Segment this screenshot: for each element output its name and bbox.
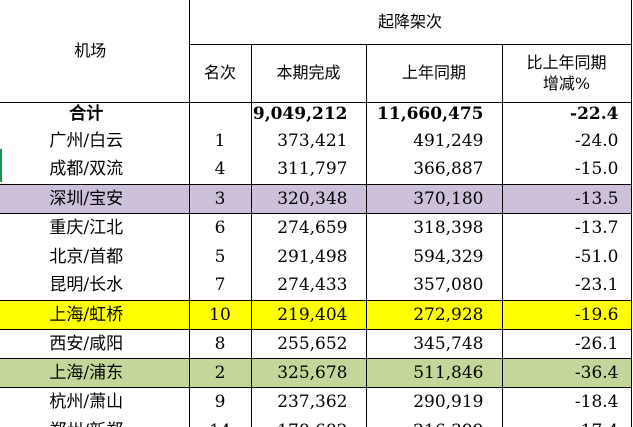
cell-change[interactable]: -51.0	[502, 242, 632, 271]
table-row: 郑州/新郑14178,682216,399-17.4	[0, 416, 632, 427]
table-row: 广州/白云 1 373,421 491,249 -24.0	[0, 126, 632, 155]
table-row: 北京/首都 5 291,498 594,329 -51.0	[0, 242, 632, 271]
cell-last-year[interactable]: 511,846	[366, 357, 503, 387]
header-change-pct[interactable]: 比上年同期 增减%	[502, 44, 632, 102]
cell-airport[interactable]: 重庆/江北	[0, 212, 190, 242]
cell-rank[interactable]: 4	[189, 155, 252, 184]
cell-current[interactable]: 237,362	[251, 386, 367, 416]
cell-airport[interactable]: 西安/咸阳	[0, 328, 190, 358]
header-airport[interactable]: 机场	[0, 0, 190, 102]
cell-airport[interactable]: 深圳/宝安	[0, 183, 190, 213]
cell-last-year[interactable]: 318,398	[366, 212, 503, 242]
cell-airport[interactable]: 广州/白云	[0, 126, 190, 155]
cell-airport[interactable]: 成都/双流	[0, 155, 190, 184]
header-change-line1: 比上年同期	[526, 53, 607, 73]
cell-last-year[interactable]: 290,919	[366, 386, 503, 416]
cell-current[interactable]: 320,348	[251, 183, 367, 213]
total-row: 合计 9,049,212 11,660,475 -22.4	[0, 102, 632, 126]
total-current[interactable]: 9,049,212	[251, 102, 367, 126]
cell-rank[interactable]: 7	[189, 271, 252, 300]
cell-change[interactable]: -18.4	[502, 386, 632, 416]
row-marker	[0, 149, 2, 182]
cell-last-year[interactable]: 594,329	[366, 242, 503, 271]
table-row: 西安/咸阳 8 255,652 345,748 -26.1	[0, 328, 632, 358]
cell-rank[interactable]: 5	[189, 242, 252, 271]
header-rank[interactable]: 名次	[189, 44, 252, 102]
cell-change[interactable]: -13.5	[502, 183, 632, 213]
cell-change[interactable]: -13.7	[502, 212, 632, 242]
cell-rank[interactable]: 1	[189, 126, 252, 155]
table-row: 昆明/长水 7 274,433 357,080 -23.1	[0, 271, 632, 300]
table-row: 上海/浦东 2 325,678 511,846 -36.4	[0, 357, 632, 387]
cell-current[interactable]: 178,682	[251, 416, 367, 427]
table-row: 深圳/宝安 3 320,348 370,180 -13.5	[0, 183, 632, 213]
cell-airport[interactable]: 上海/浦东	[0, 357, 190, 387]
cell-change[interactable]: -23.1	[502, 271, 632, 300]
cell-current[interactable]: 311,797	[251, 155, 367, 184]
header-last-year[interactable]: 上年同期	[366, 44, 503, 102]
cell-current[interactable]: 219,404	[251, 299, 367, 329]
cell-last-year[interactable]: 370,180	[366, 183, 503, 213]
cell-rank[interactable]: 6	[189, 212, 252, 242]
table-row: 上海/虹桥 10 219,404 272,928 -19.6	[0, 299, 632, 329]
cell-current[interactable]: 255,652	[251, 328, 367, 358]
cell-change[interactable]: -24.0	[502, 126, 632, 155]
table-row: 成都/双流 4 311,797 366,887 -15.0	[0, 155, 632, 184]
cell-last-year[interactable]: 272,928	[366, 299, 503, 329]
cell-rank[interactable]: 2	[189, 357, 252, 387]
cell-airport[interactable]: 杭州/萧山	[0, 386, 190, 416]
cell-current[interactable]: 291,498	[251, 242, 367, 271]
cell-rank[interactable]: 3	[189, 183, 252, 213]
cell-current[interactable]: 325,678	[251, 357, 367, 387]
cell-rank[interactable]: 14	[189, 416, 252, 427]
total-last-year[interactable]: 11,660,475	[366, 102, 503, 126]
cell-last-year[interactable]: 216,399	[366, 416, 503, 427]
cell-last-year[interactable]: 345,748	[366, 328, 503, 358]
cell-current[interactable]: 373,421	[251, 126, 367, 155]
header-group-movements[interactable]: 起降架次	[189, 0, 632, 45]
total-label[interactable]: 合计	[0, 102, 190, 126]
table-row: 杭州/萧山 9 237,362 290,919 -18.4	[0, 386, 632, 416]
cell-last-year[interactable]: 491,249	[366, 126, 503, 155]
header-current-period[interactable]: 本期完成	[251, 44, 367, 102]
total-rank[interactable]	[189, 102, 252, 126]
cell-change[interactable]: -36.4	[502, 357, 632, 387]
cell-current[interactable]: 274,433	[251, 271, 367, 300]
cell-change[interactable]: -19.6	[502, 299, 632, 329]
cell-airport[interactable]: 北京/首都	[0, 242, 190, 271]
header-divider	[0, 102, 631, 103]
cell-last-year[interactable]: 366,887	[366, 155, 503, 184]
total-change[interactable]: -22.4	[502, 102, 632, 126]
cell-rank[interactable]: 8	[189, 328, 252, 358]
cell-airport[interactable]: 上海/虹桥	[0, 299, 190, 329]
cell-change[interactable]: -17.4	[502, 416, 632, 427]
cell-airport[interactable]: 郑州/新郑	[0, 416, 190, 427]
cell-rank[interactable]: 9	[189, 386, 252, 416]
cell-change[interactable]: -26.1	[502, 328, 632, 358]
cell-current[interactable]: 274,659	[251, 212, 367, 242]
table-row: 重庆/江北 6 274,659 318,398 -13.7	[0, 212, 632, 242]
header-change-line2: 增减%	[542, 74, 591, 94]
cell-airport[interactable]: 昆明/长水	[0, 271, 190, 300]
cell-change[interactable]: -15.0	[502, 155, 632, 184]
cell-last-year[interactable]: 357,080	[366, 271, 503, 300]
cell-rank[interactable]: 10	[189, 299, 252, 329]
